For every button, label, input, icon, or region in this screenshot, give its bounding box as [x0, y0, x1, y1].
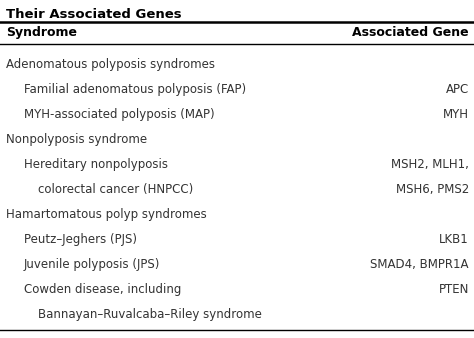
- Text: Syndrome: Syndrome: [6, 26, 77, 39]
- Text: MYH: MYH: [443, 108, 469, 121]
- Text: Hereditary nonpolyposis: Hereditary nonpolyposis: [24, 158, 168, 171]
- Text: Peutz–Jeghers (PJS): Peutz–Jeghers (PJS): [24, 233, 137, 246]
- Text: Juvenile polyposis (JPS): Juvenile polyposis (JPS): [24, 258, 160, 271]
- Text: Familial adenomatous polyposis (FAP): Familial adenomatous polyposis (FAP): [24, 83, 246, 96]
- Text: Adenomatous polyposis syndromes: Adenomatous polyposis syndromes: [6, 58, 215, 71]
- Text: MSH2, MLH1,: MSH2, MLH1,: [391, 158, 469, 171]
- Text: Hamartomatous polyp syndromes: Hamartomatous polyp syndromes: [6, 208, 207, 221]
- Text: Their Associated Genes: Their Associated Genes: [6, 8, 182, 21]
- Text: colorectal cancer (HNPCC): colorectal cancer (HNPCC): [38, 183, 193, 196]
- Text: Cowden disease, including: Cowden disease, including: [24, 283, 182, 296]
- Text: MSH6, PMS2: MSH6, PMS2: [396, 183, 469, 196]
- Text: MYH-associated polyposis (MAP): MYH-associated polyposis (MAP): [24, 108, 215, 121]
- Text: Bannayan–Ruvalcaba–Riley syndrome: Bannayan–Ruvalcaba–Riley syndrome: [38, 308, 262, 321]
- Text: SMAD4, BMPR1A: SMAD4, BMPR1A: [371, 258, 469, 271]
- Text: LKB1: LKB1: [439, 233, 469, 246]
- Text: APC: APC: [446, 83, 469, 96]
- Text: PTEN: PTEN: [438, 283, 469, 296]
- Text: Nonpolyposis syndrome: Nonpolyposis syndrome: [6, 133, 147, 146]
- Text: Associated Gene: Associated Gene: [352, 26, 469, 39]
